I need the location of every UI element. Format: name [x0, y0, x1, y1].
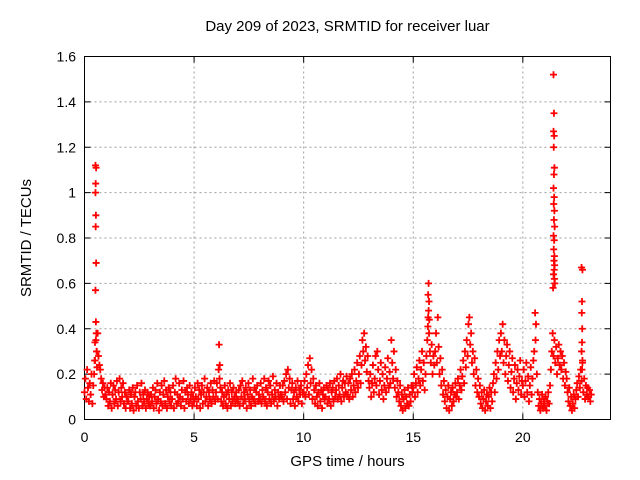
x-tick-label-0: 0: [81, 429, 89, 445]
y-tick-label-0.8: 0.8: [57, 230, 77, 246]
y-tick-label-0.4: 0.4: [57, 321, 77, 337]
x-tick-label-10: 10: [296, 429, 312, 445]
grid-lines: [84, 56, 611, 420]
y-tick-label-0.6: 0.6: [57, 275, 77, 291]
y-tick-label-1.6: 1.6: [57, 49, 77, 65]
chart-title: Day 209 of 2023, SRMTID for receiver lua…: [205, 18, 489, 35]
y-tick-label-0.2: 0.2: [57, 366, 77, 382]
y-tick-label-1.2: 1.2: [57, 139, 77, 155]
x-tick-label-20: 20: [515, 429, 531, 445]
tick-labels: 0 5 10 15 20 0 0.2 0.4 0.6 0.8 1 1.2 1.4 1.6: [57, 49, 531, 446]
x-tick-label-15: 15: [405, 429, 421, 445]
y-tick-label-1.4: 1.4: [57, 94, 77, 110]
x-axis-label: GPS time / hours: [290, 453, 404, 470]
y-tick-label-0: 0: [68, 412, 76, 428]
plot-border: [84, 56, 611, 420]
y-tick-label-1: 1: [68, 185, 76, 201]
series-srmtid-points: [81, 71, 595, 414]
y-axis-label: SRMTID / TECUs: [18, 179, 35, 297]
x-tick-label-5: 5: [190, 429, 198, 445]
grid-path: [84, 56, 611, 420]
